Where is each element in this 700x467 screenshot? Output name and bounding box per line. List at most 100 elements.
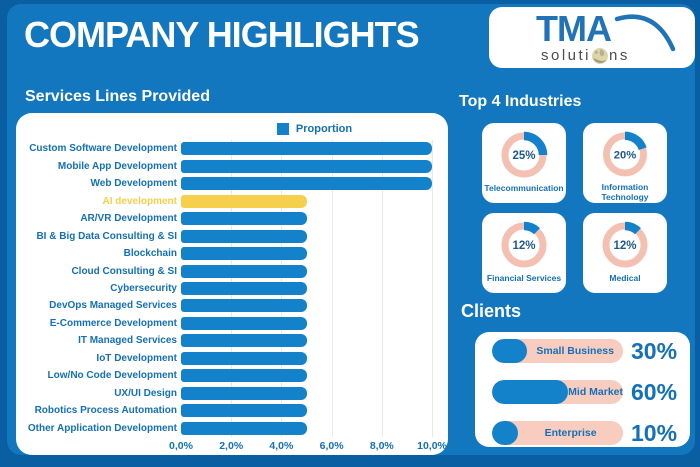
logo-brand-text: TMA <box>536 8 612 49</box>
bar-row: Cybersecurity <box>16 280 448 297</box>
bar-row: Cloud Consulting & SI <box>16 262 448 279</box>
industry-label: Information Technology <box>601 181 649 203</box>
donut-chart: 25% <box>500 131 548 179</box>
x-tick-label: 10,0% <box>417 440 447 452</box>
proportion-bar <box>181 386 307 400</box>
x-tick-label: 8,0% <box>369 440 394 452</box>
gridline <box>381 140 383 437</box>
globe-icon <box>592 47 609 64</box>
bar-row: AR/VR Development <box>16 210 448 227</box>
bar-row: AI development <box>16 192 448 209</box>
proportion-bar <box>181 316 307 330</box>
bar-category-label: E-Commerce Development <box>49 317 177 329</box>
legend-swatch <box>276 123 289 135</box>
x-tick-label: 2,0% <box>219 440 244 452</box>
bar-row: Other Application Development <box>16 420 448 437</box>
client-percentage: 10% <box>631 419 678 446</box>
proportion-bar <box>181 229 307 243</box>
gridline <box>432 140 433 437</box>
bar-category-label: BI & Big Data Consulting & SI <box>36 230 177 242</box>
bar-category-label: Custom Software Development <box>29 143 177 155</box>
client-pill: Small Business <box>492 339 623 363</box>
donut-chart: 12% <box>500 221 548 269</box>
bar-category-label: UX/UI Design <box>114 387 177 399</box>
bar-category-label: IoT Development <box>96 352 177 364</box>
bar-row: Blockchain <box>16 245 448 262</box>
industry-card: 25% Telecommunication <box>482 123 566 203</box>
client-row: Small Business 30% <box>492 337 690 364</box>
industry-label: Financial Services <box>486 273 562 283</box>
gridline <box>331 140 333 437</box>
client-row: Enterprise 10% <box>492 419 690 446</box>
proportion-bar <box>181 281 307 295</box>
logo-word: soluti ns <box>541 47 630 64</box>
svg-text:12%: 12% <box>512 240 535 252</box>
bar-category-label: Web Development <box>90 178 178 190</box>
proportion-bar <box>181 247 307 261</box>
proportion-bar <box>181 264 307 278</box>
proportion-bar <box>181 212 307 226</box>
services-heading: Services Lines Provided <box>25 88 210 105</box>
bar-plot-area: Custom Software Development Mobile App De… <box>16 140 448 437</box>
donut-chart: 12% <box>601 221 649 269</box>
x-tick-label: 4,0% <box>269 440 294 452</box>
proportion-bar <box>181 421 307 435</box>
bar-row: UX/UI Design <box>16 385 448 402</box>
client-pill: Mid Market <box>492 380 623 404</box>
svg-text:25%: 25% <box>512 150 535 162</box>
client-pill-fill <box>492 339 528 363</box>
bar-category-label: Low/No Code Development <box>47 370 177 382</box>
bar-row: IoT Development <box>16 350 448 367</box>
bar-row: BI & Big Data Consulting & SI <box>16 227 448 244</box>
legend-label: Proportion <box>295 123 353 135</box>
proportion-bar <box>181 142 432 156</box>
logo-word-suffix: ns <box>609 47 630 64</box>
client-pill-fill <box>492 380 569 404</box>
proportion-bar <box>181 404 307 418</box>
client-segment-label: Mid Market <box>568 386 623 398</box>
tma-solutions-logo: TMA soluti ns <box>489 7 695 68</box>
clients-card: Small Business 30% Mid Market 60% Enterprise… <box>475 332 690 447</box>
bar-row: E-Commerce Development <box>16 315 448 332</box>
bar-category-label: Cloud Consulting & SI <box>71 265 177 277</box>
client-pill: Enterprise <box>492 421 623 445</box>
x-tick-label: 0,0% <box>169 440 193 452</box>
bar-row: Web Development <box>16 175 448 192</box>
proportion-bar <box>181 334 307 348</box>
bar-row: Mobile App Development <box>16 157 448 174</box>
bar-row: Low/No Code Development <box>16 367 448 384</box>
industries-heading: Top 4 Industries <box>459 93 582 110</box>
services-chart-card: Proportion Custom Software Development Mo… <box>16 113 448 455</box>
bar-category-label: DevOps Managed Services <box>49 300 177 312</box>
bar-row: IT Managed Services <box>16 332 448 349</box>
industry-card: 12% Financial Services <box>482 213 566 293</box>
bar-category-label: Blockchain <box>123 248 177 260</box>
logo-swoosh-icon <box>614 14 676 52</box>
donut-chart: 20% <box>602 131 648 178</box>
bar-category-label: IT Managed Services <box>78 335 177 347</box>
proportion-bar <box>181 369 307 383</box>
bar-row: Custom Software Development <box>16 140 448 157</box>
proportion-bar <box>181 177 432 191</box>
client-percentage: 60% <box>631 378 678 405</box>
bar-category-label: AI development <box>102 195 177 207</box>
background-panel: COMPANY HIGHLIGHTS TMA soluti ns Service… <box>7 4 695 455</box>
proportion-bar <box>181 159 432 173</box>
bar-category-label: AR/VR Development <box>80 213 177 225</box>
client-row: Mid Market 60% <box>492 378 690 405</box>
client-percentage: 30% <box>631 337 678 364</box>
client-segment-label: Enterprise <box>544 427 597 439</box>
bar-category-label: Cybersecurity <box>110 282 177 294</box>
industry-card: 12% Medical <box>583 213 667 293</box>
industry-label: Telecommunication <box>484 183 564 193</box>
clients-heading: Clients <box>461 301 522 321</box>
svg-text:20%: 20% <box>614 149 636 161</box>
page-title: COMPANY HIGHLIGHTS <box>24 14 420 55</box>
chart-legend: Proportion <box>181 122 448 136</box>
industries-grid: 25% Telecommunication 20% Information Techn… <box>482 123 667 293</box>
bar-category-label: Other Application Development <box>27 422 177 434</box>
client-segment-label: Small Business <box>536 345 614 357</box>
x-axis: 0,0% 2,0% 4,0% 6,0% 8,0% 10,0% <box>16 440 448 454</box>
bar-category-label: Mobile App Development <box>57 160 177 172</box>
